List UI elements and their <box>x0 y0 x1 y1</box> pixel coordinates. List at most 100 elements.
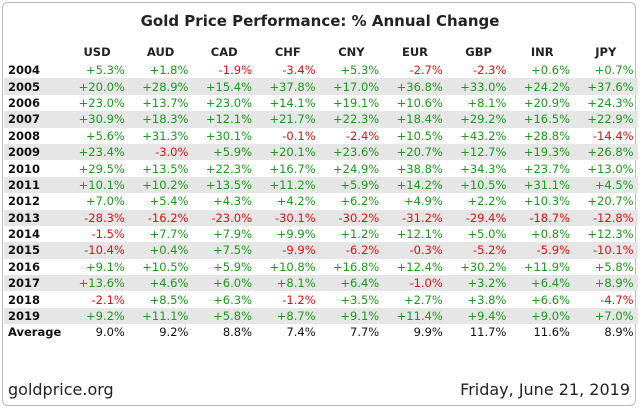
row-label: 2010 <box>8 161 41 176</box>
cell: +11.2% <box>256 176 320 194</box>
title: Gold Price Performance: % Annual Change <box>140 12 500 30</box>
cell: 9.0% <box>95 325 125 340</box>
cell: +5.6% <box>85 128 125 143</box>
column-header: CAD <box>210 45 238 59</box>
cell: +23.6% <box>319 143 384 161</box>
cell: 7.4% <box>286 325 316 340</box>
cell: +12.1% <box>192 111 257 128</box>
cell: +3.5% <box>340 292 380 307</box>
cell: +30.1% <box>205 128 253 143</box>
year-row: 2008 +5.6% +31.3% +30.1% -0.1% -2.4% +10.5% +43… <box>4 128 638 144</box>
cell: +16.7% <box>269 161 316 176</box>
cell: -9.9% <box>256 242 320 259</box>
cell: +24.2% <box>510 78 574 95</box>
cell: 9.9% <box>413 325 443 340</box>
cell: -0.3% <box>383 242 447 259</box>
cell: +1.8% <box>149 63 189 78</box>
year-row: 2018 -2.1% +8.5% +6.3% -1.2% +3.5% +2.7% +3.8% +… <box>4 291 638 307</box>
cell: +0.6% <box>531 63 570 78</box>
cell: +23.0% <box>78 95 125 110</box>
frame <box>2 2 636 406</box>
cell: +20.1% <box>256 143 320 161</box>
cell: +10.8% <box>269 259 316 274</box>
cell: +9.4% <box>446 307 511 325</box>
year-row: 2016 +9.1% +10.5% +5.9% +10.8% +16.8% +12.4% +3… <box>4 259 638 275</box>
cell: +5.4% <box>149 194 189 209</box>
column-header: CHF <box>274 45 301 59</box>
cell: +24.3% <box>587 95 634 110</box>
column-header: GBP <box>465 45 492 59</box>
cell: +9.0% <box>510 307 574 325</box>
cell: -12.8% <box>574 209 638 226</box>
year-row: 2006 +23.0% +13.7% +23.0% +14.1% +19.1% +10.6%… <box>4 95 638 111</box>
cell: 7.7% <box>350 325 380 340</box>
cell: 8.8% <box>222 325 253 340</box>
cell: -5.9% <box>510 242 574 259</box>
row-label: 2007 <box>4 111 66 128</box>
year-row: 2017 +13.6% +4.6% +6.0% +8.1% +6.4% -1.0% +3.2%… <box>4 275 638 292</box>
column-header: INR <box>530 45 554 59</box>
cell: +9.1% <box>85 259 125 274</box>
row-label: 2012 <box>8 194 41 209</box>
cell: +1.2% <box>340 227 380 242</box>
cell: +10.5% <box>446 176 511 194</box>
cell: +8.9% <box>574 275 638 292</box>
cell: +4.6% <box>128 275 193 292</box>
cell: +5.9% <box>192 143 257 161</box>
cell: -1.0% <box>383 275 447 292</box>
cell: +10.1% <box>65 176 129 194</box>
cell: +4.2% <box>276 194 316 209</box>
cell: +13.6% <box>65 275 129 292</box>
cell: +7.9% <box>213 227 253 242</box>
cell: -2.4% <box>345 128 380 143</box>
cell: -0.1% <box>282 128 316 143</box>
cell: +19.3% <box>510 143 574 161</box>
cell: +20.9% <box>523 95 570 110</box>
cell: +37.6% <box>574 78 638 95</box>
cell: +29.5% <box>78 161 125 176</box>
year-row: 2011 +10.1% +10.2% +13.5% +11.2% +5.9% +14.2% +… <box>4 176 638 194</box>
cell: +38.8% <box>396 161 443 176</box>
cell: +16.8% <box>333 259 380 274</box>
year-row: 2019 +9.2% +11.1% +5.8% +8.7% +9.1% +11.4% +9.4… <box>4 307 638 325</box>
cell: +9.2% <box>65 307 129 325</box>
cell: +8.5% <box>149 292 189 307</box>
cell: +5.8% <box>192 307 257 325</box>
cell: +10.6% <box>396 95 443 110</box>
cell: +5.3% <box>85 63 125 78</box>
cell: +6.4% <box>319 275 384 292</box>
source: goldprice.org <box>8 380 114 399</box>
cell: +22.3% <box>205 161 253 176</box>
cell: +13.0% <box>587 161 634 176</box>
cell: +7.0% <box>85 194 125 209</box>
row-label: 2018 <box>8 292 41 307</box>
cell: +28.9% <box>128 78 193 95</box>
cell: +34.3% <box>460 161 507 176</box>
cell: +6.3% <box>213 292 253 307</box>
year-row: 2015 -10.4% +0.4% +7.5% -9.9% -6.2% -0.3% -5.2%… <box>4 242 638 259</box>
cell: -6.2% <box>319 242 384 259</box>
column-header: CNY <box>338 45 365 59</box>
row-label: 2019 <box>4 307 66 325</box>
cell: 9.2% <box>159 325 189 340</box>
cell: -23.0% <box>192 209 257 226</box>
cell: +20.7% <box>587 194 634 209</box>
cell: -2.1% <box>91 292 125 307</box>
year-row: 2009 +23.4% -3.0% +5.9% +20.1% +23.6% +20.7% +1… <box>4 143 638 161</box>
cell: +0.7% <box>594 63 634 78</box>
row-label: 2005 <box>4 78 66 95</box>
cell: -1.9% <box>218 63 253 78</box>
cell: +23.7% <box>523 161 570 176</box>
cell: +37.8% <box>256 78 320 95</box>
cell: +28.8% <box>523 128 570 143</box>
cell: +30.2% <box>460 259 507 274</box>
cell: +15.4% <box>192 78 257 95</box>
cell: +43.2% <box>460 128 507 143</box>
cell: +12.3% <box>587 227 634 242</box>
year-row: 2014 -1.5% +7.7% +7.9% +9.9% +1.2% +12.1% +5.0%… <box>4 226 638 242</box>
cell: +6.4% <box>510 275 574 292</box>
cell: -18.7% <box>510 209 574 226</box>
cell: +10.5% <box>396 128 443 143</box>
cell: +36.8% <box>383 78 447 95</box>
row-label: 2013 <box>4 209 66 226</box>
